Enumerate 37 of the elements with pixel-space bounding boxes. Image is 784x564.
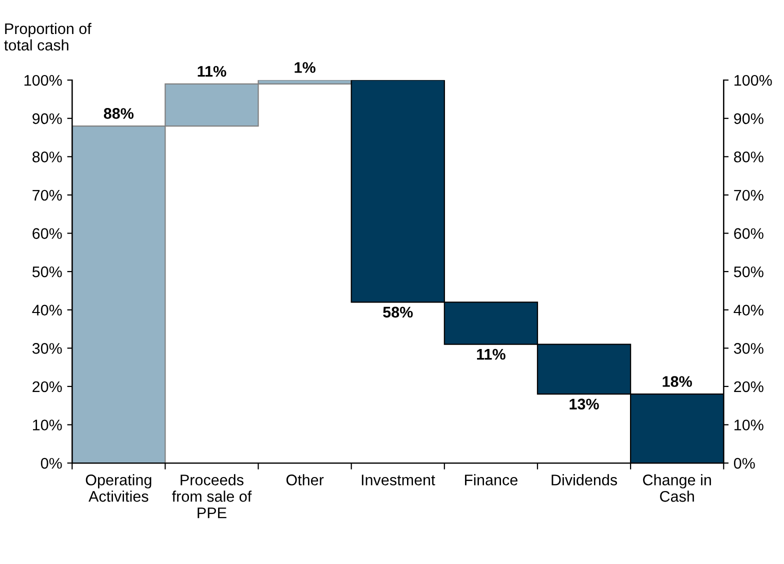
x-tick-label: Change in Cash [643,474,711,502]
y2-tick-label: 0% [734,458,755,469]
x-tick-label: Operating Activities [86,474,152,502]
x-tick-label: Finance [465,474,518,486]
y2-tick-label: 20% [734,381,764,392]
y2-tick-label: 30% [734,343,764,354]
y2-tick-label: 80% [734,152,764,162]
y-tick-label: 30% [32,343,62,354]
y-tick-label: 100% [24,74,62,86]
y-tick-label: 80% [32,152,62,162]
y-axis-title: Proportion of total cash [4,22,92,51]
data-label: 58% [383,306,413,318]
y-tick-label: 10% [32,420,62,430]
y-tick-label: 40% [32,304,62,316]
y2-tick-label: 100% [734,74,772,86]
data-label: 13% [570,398,599,410]
y2-tick-label: 70% [734,190,764,201]
data-label: 11% [198,66,226,77]
x-tick-label: Investment [362,474,436,486]
y-tick-label: 20% [32,381,62,392]
y-tick-label: 60% [32,228,62,239]
y-tick-label: 0% [40,458,62,469]
y2-tick-label: 60% [734,228,764,239]
data-label: 11% [477,348,506,360]
y2-tick-label: 50% [734,266,764,278]
x-tick-label: Proceeds from sale of PPE [172,474,252,518]
y2-tick-label: 10% [734,420,764,430]
y-tick-label: 90% [32,113,62,124]
data-label: 1% [294,62,316,73]
y-tick-label: 50% [32,266,62,278]
x-tick-label: Dividends [552,474,618,486]
y-tick-label: 70% [32,190,62,201]
y2-tick-label: 90% [734,113,764,124]
y2-tick-label: 40% [734,304,764,316]
data-label: 88% [104,108,134,119]
data-label: 18% [662,376,692,387]
x-tick-label: Other [286,474,324,486]
